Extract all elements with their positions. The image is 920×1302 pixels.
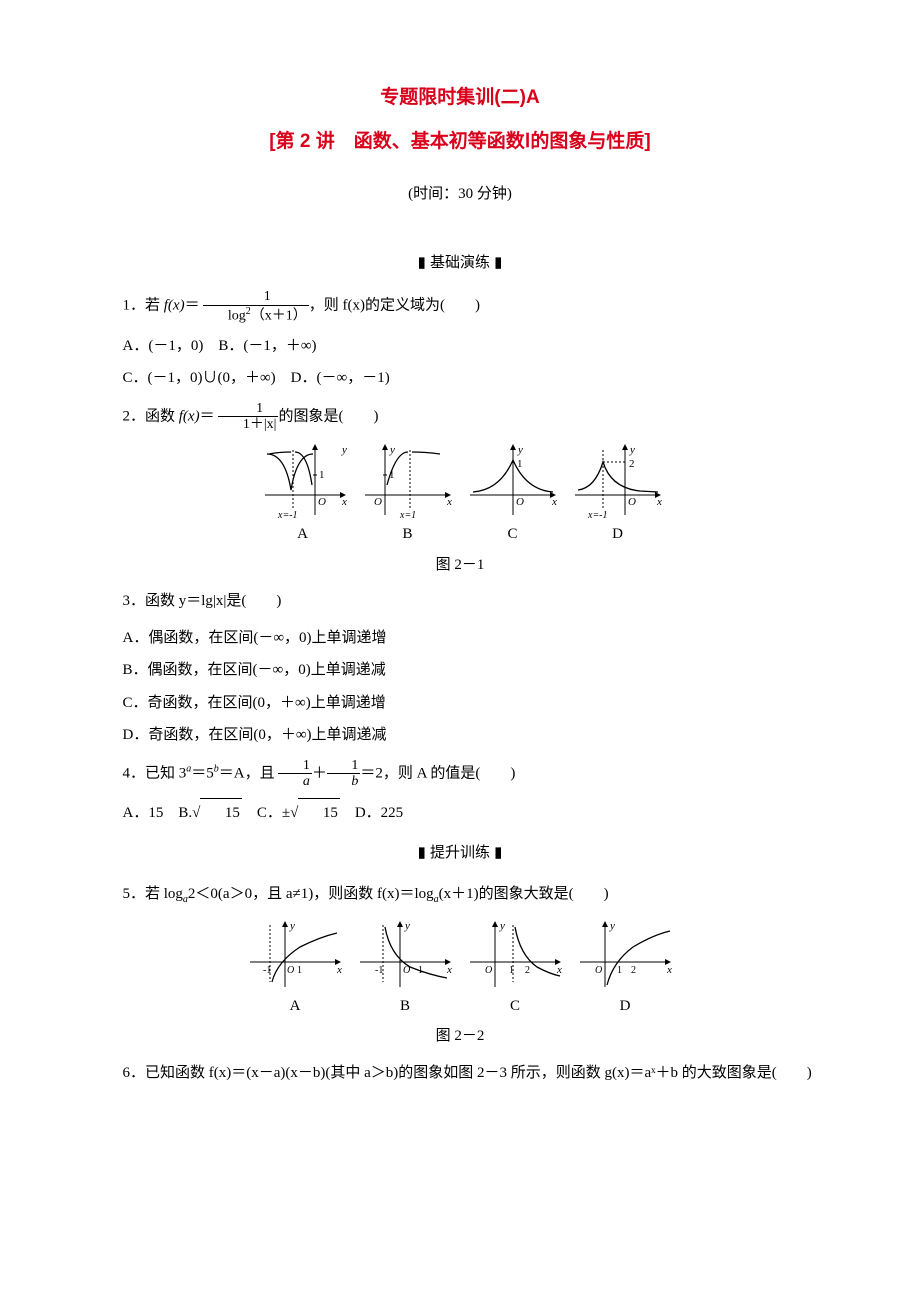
q2-label-D: D: [570, 520, 665, 549]
svg-text:y: y: [629, 444, 635, 456]
svg-text:y: y: [389, 444, 395, 456]
svg-text:2: 2: [631, 965, 636, 976]
q6: 6．已知函数 f(x)＝(x－a)(x－b)(其中 a＞b)的图象如图 2－3 …: [100, 1059, 820, 1088]
q2-graph-D: 2 y x O x=-1: [570, 440, 665, 520]
q5-figure-row: -1 1 O y x A -1 1 O y x B 1 2: [100, 917, 820, 1021]
svg-text:x=1: x=1: [399, 510, 416, 520]
q3-optB: B．偶函数，在区间(－∞，0)上单调递减: [100, 656, 820, 685]
svg-text:y: y: [404, 920, 410, 932]
q3-optD: D．奇函数，在区间(0，＋∞)上单调递减: [100, 721, 820, 750]
q1: 1．若 f(x)＝ 1 log2（x＋1） ，则 f(x)的定义域为( ): [100, 289, 820, 323]
svg-text:y: y: [517, 444, 523, 456]
q2-label-A: A: [255, 520, 350, 549]
q3: 3．函数 y＝lg|x|是( ): [100, 587, 820, 616]
svg-text:O: O: [628, 496, 636, 508]
q2: 2．函数 f(x)＝ 1 1＋|x| 的图象是( ): [100, 401, 820, 433]
svg-text:x: x: [341, 496, 347, 508]
q2-label-B: B: [360, 520, 455, 549]
q2-label-C: C: [465, 520, 560, 549]
svg-text:x: x: [551, 496, 557, 508]
q5-graph-D: 1 2 O y x: [575, 917, 675, 992]
svg-text:x: x: [446, 496, 452, 508]
svg-text:1: 1: [418, 965, 423, 976]
q2-panel-C: 1 y x O C: [465, 440, 560, 549]
title: 专题限时集训(二)A: [100, 80, 820, 116]
q2-panel-B: 1 y x O x=1 B: [360, 440, 455, 549]
q5-graph-B: -1 1 O y x: [355, 917, 455, 992]
q1-tail: ，则 f(x)的定义域为( ): [309, 298, 480, 314]
svg-text:x: x: [446, 964, 452, 976]
q2-panel-A: 1 y x O x=-1 A: [255, 440, 350, 549]
svg-text:y: y: [609, 920, 615, 932]
svg-text:O: O: [287, 965, 294, 976]
q2-graph-A: 1 y x O x=-1: [255, 440, 350, 520]
svg-text:x=-1: x=-1: [587, 510, 608, 520]
svg-text:-1: -1: [263, 965, 271, 976]
q2-graph-B: 1 y x O x=1: [360, 440, 455, 520]
svg-text:x: x: [656, 496, 662, 508]
q4: 4．已知 3a＝5b＝A，且 1a＋1b＝2，则 A 的值是( ): [100, 758, 820, 790]
q5-panel-A: -1 1 O y x A: [245, 917, 345, 1021]
svg-text:1: 1: [617, 965, 622, 976]
q5-graph-A: -1 1 O y x: [245, 917, 345, 992]
svg-text:1: 1: [389, 469, 395, 481]
q5-label-D: D: [575, 992, 675, 1021]
svg-text:O: O: [374, 496, 382, 508]
q1-opts-cd: C．(－1，0)∪(0，＋∞) D．(－∞，－1): [100, 364, 820, 393]
svg-text:2: 2: [629, 458, 635, 470]
q2-caption: 图 2－1: [100, 551, 820, 580]
q3-optA: A．偶函数，在区间(－∞，0)上单调递增: [100, 624, 820, 653]
subtitle: [第 2 讲 函数、基本初等函数Ⅰ的图象与性质]: [100, 124, 820, 160]
svg-text:O: O: [403, 965, 410, 976]
svg-text:O: O: [318, 496, 326, 508]
q5-panel-C: 1 2 O y x C: [465, 917, 565, 1021]
svg-text:x: x: [666, 964, 672, 976]
q5-graph-C: 1 2 O y x: [465, 917, 565, 992]
section-basic: 基础演练: [100, 249, 820, 278]
svg-text:x: x: [556, 964, 562, 976]
svg-text:1: 1: [517, 458, 523, 470]
q1-fx: f(x): [164, 298, 185, 314]
svg-text:O: O: [485, 965, 492, 976]
q5-caption: 图 2－2: [100, 1022, 820, 1051]
q2-frac: 1 1＋|x|: [218, 401, 278, 433]
q2-panel-D: 2 y x O x=-1 D: [570, 440, 665, 549]
q2-figure-row: 1 y x O x=-1 A 1 y x O x=1 B: [100, 440, 820, 549]
q2-graph-C: 1 y x O: [465, 440, 560, 520]
q5-label-A: A: [245, 992, 345, 1021]
svg-text:O: O: [516, 496, 524, 508]
section-advance: 提升训练: [100, 839, 820, 868]
svg-text:x: x: [336, 964, 342, 976]
svg-text:O: O: [595, 965, 602, 976]
time-note: (时间：30 分钟): [100, 180, 820, 209]
svg-text:y: y: [499, 920, 505, 932]
svg-text:1: 1: [297, 965, 302, 976]
q1-frac: 1 log2（x＋1）: [203, 289, 308, 323]
q5-panel-D: 1 2 O y x D: [575, 917, 675, 1021]
q5-label-B: B: [355, 992, 455, 1021]
svg-text:2: 2: [525, 965, 530, 976]
q5-label-C: C: [465, 992, 565, 1021]
svg-text:y: y: [289, 920, 295, 932]
svg-text:-1: -1: [375, 965, 383, 976]
svg-text:x=-1: x=-1: [277, 510, 298, 520]
q1-opts-ab: A．(－1，0) B．(－1，＋∞): [100, 332, 820, 361]
svg-text:1: 1: [509, 965, 514, 976]
svg-text:y: y: [341, 444, 347, 456]
q1-lead: 1．若: [123, 298, 164, 314]
q5-panel-B: -1 1 O y x B: [355, 917, 455, 1021]
q3-optC: C．奇函数，在区间(0，＋∞)上单调递增: [100, 689, 820, 718]
q5: 5．若 loga2＜0(a＞0，且 a≠1)，则函数 f(x)＝loga(x＋1…: [100, 880, 820, 909]
q4-opts: A．15 B.√15 C．±√15 D．225: [100, 798, 820, 828]
svg-text:1: 1: [319, 469, 325, 481]
